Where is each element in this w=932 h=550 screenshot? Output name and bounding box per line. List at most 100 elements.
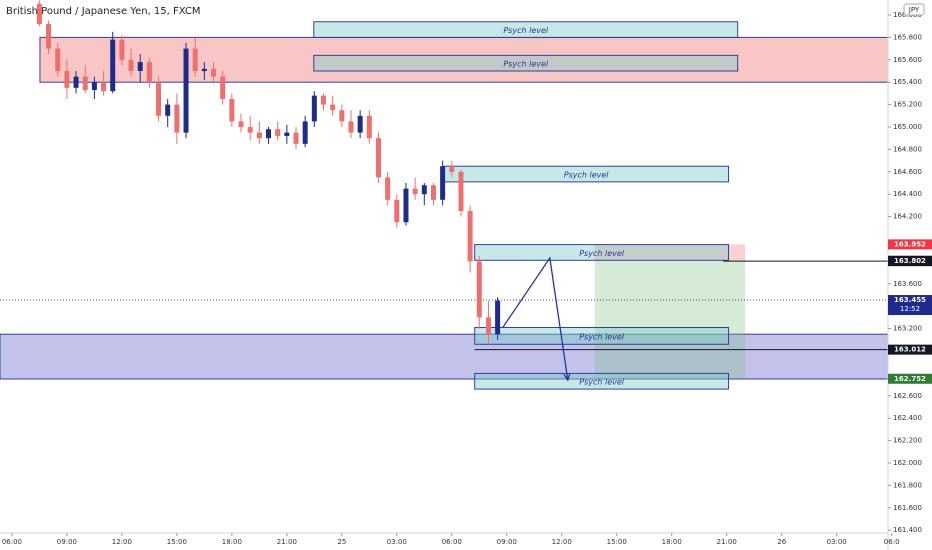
price-badge-label: 163.012 — [894, 346, 926, 354]
candle-body — [485, 317, 491, 335]
price-badge — [888, 295, 932, 316]
x-tick-label: 21:00 — [277, 538, 297, 546]
candle-body — [357, 115, 363, 133]
candle-body — [412, 188, 418, 195]
candle-body — [238, 121, 244, 128]
candle-body — [421, 185, 427, 195]
arrow-head — [563, 373, 571, 382]
candle-body — [174, 104, 180, 133]
candle-body — [46, 23, 52, 49]
candle-body — [430, 185, 436, 200]
y-tick-label: 162.000 — [893, 459, 922, 467]
y-tick-label: 162.600 — [893, 392, 922, 400]
candle-body — [394, 199, 400, 223]
psych-level-box — [474, 372, 730, 390]
candle-body — [311, 95, 317, 122]
psych-level-label: Psych level — [503, 60, 549, 69]
psych-level-label: Psych level — [564, 171, 610, 180]
y-tick-label: 165.000 — [893, 123, 922, 131]
plot-area: Psych level Psych level Psych level Psych l… — [0, 0, 891, 390]
zone — [0, 333, 889, 380]
y-tick-label: 162.200 — [893, 437, 922, 445]
arrow-path — [502, 256, 569, 381]
price-axis — [888, 0, 932, 550]
candle-body — [128, 59, 134, 72]
x-tick-label: 26 — [777, 538, 786, 546]
chart-title: British Pound / Japanese Yen, 15, FXCM — [6, 6, 201, 17]
psych-level-box — [474, 326, 730, 345]
x-tick-label: 15:00 — [167, 538, 187, 546]
psych-level-box — [474, 244, 730, 261]
x-tick-label: 03:00 — [827, 538, 847, 546]
y-tick-label: 163.600 — [893, 280, 922, 288]
candle-body — [211, 68, 217, 77]
y-tick-label: 163.200 — [893, 325, 922, 333]
price-badge-label: 163.802 — [894, 257, 926, 265]
candle-body — [36, 3, 42, 24]
y-tick-label: 165.800 — [893, 33, 922, 41]
psych-level-label: Psych level — [579, 249, 625, 258]
x-tick-label: 06:00 — [442, 538, 462, 546]
zone — [39, 36, 891, 83]
psych-level-label: Psych level — [503, 26, 549, 35]
x-tick-label: 09:00 — [497, 538, 517, 546]
candle-body — [82, 76, 88, 91]
candle-body — [64, 71, 70, 88]
psych-level-box — [313, 54, 739, 72]
candle-body — [247, 127, 253, 133]
y-tick-label: 164.400 — [893, 190, 922, 198]
candle-body — [55, 48, 61, 72]
candle-body — [375, 138, 381, 178]
candle-body — [403, 188, 409, 223]
position-stop — [594, 244, 746, 262]
candle-body — [156, 82, 162, 116]
price-badge — [888, 373, 932, 384]
candle-body — [495, 300, 501, 335]
candle-body — [73, 76, 79, 88]
candle-body — [229, 99, 235, 122]
y-tick-label: 161.600 — [893, 504, 922, 512]
candle-body — [440, 166, 446, 200]
countdown: 12:52 — [900, 305, 920, 313]
candle-body — [366, 115, 372, 139]
price-badge — [888, 256, 932, 267]
price-badge — [888, 239, 932, 250]
candle-body — [330, 104, 336, 111]
candle-body — [137, 62, 143, 72]
candle-body — [266, 129, 272, 139]
candle-body — [302, 121, 308, 144]
x-tick-label: 12:00 — [112, 538, 132, 546]
y-tick-label: 165.600 — [893, 56, 922, 64]
y-tick-label: 162.400 — [893, 414, 922, 422]
price-badge-label: 163.455 — [894, 296, 926, 304]
candle-body — [146, 62, 152, 83]
candle-body — [101, 82, 107, 92]
candle-body — [201, 68, 207, 72]
x-tick-label: 21:00 — [717, 538, 737, 546]
candle-body — [458, 171, 464, 212]
y-tick-label: 164.800 — [893, 145, 922, 153]
candle-body — [220, 76, 226, 100]
psych-level-label: Psych level — [579, 332, 625, 341]
y-tick-label: 164.200 — [893, 213, 922, 221]
candle-body — [183, 48, 189, 133]
position-target — [594, 261, 746, 379]
candle-body — [385, 177, 391, 200]
price-badge-label: 162.752 — [894, 375, 926, 383]
x-tick-label: 18:00 — [222, 538, 242, 546]
y-tick-label: 161.800 — [893, 481, 922, 489]
candle-body — [256, 132, 262, 139]
y-tick-label: 161.400 — [893, 526, 922, 534]
candle-body — [275, 129, 281, 136]
candle-body — [119, 39, 125, 60]
candle-body — [110, 39, 116, 92]
currency-box — [903, 3, 925, 16]
price-badge — [888, 344, 932, 355]
candle-body — [449, 166, 455, 172]
x-tick-label: 03:00 — [387, 538, 407, 546]
y-tick-label: 165.200 — [893, 101, 922, 109]
price-badge-label: 163.952 — [894, 240, 926, 248]
candle-body — [91, 82, 97, 91]
